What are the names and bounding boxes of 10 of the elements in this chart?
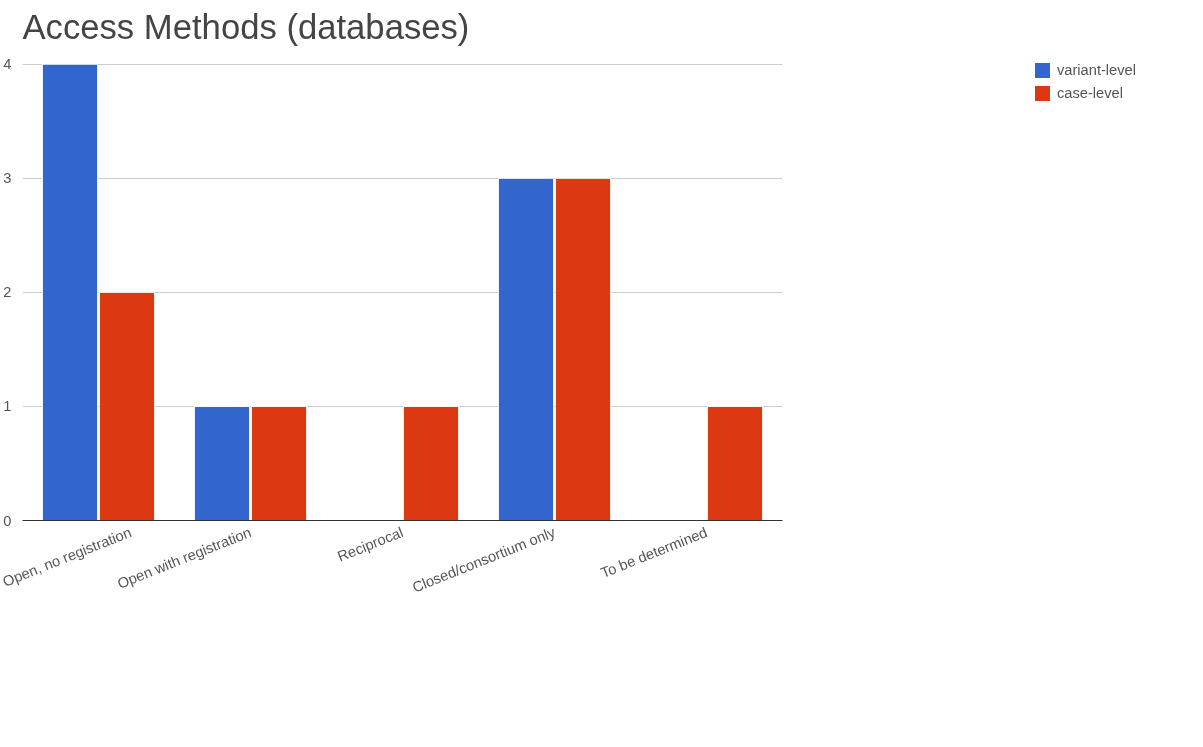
bar — [402, 405, 460, 521]
legend-label: case-level — [1056, 85, 1123, 101]
y-tick-label: 3 — [3, 170, 12, 187]
chart-title: Access Methods (databases) — [22, 7, 470, 46]
y-tick-label: 4 — [3, 56, 12, 73]
y-tick-label: 1 — [3, 398, 12, 415]
y-tick-label: 0 — [3, 512, 12, 529]
y-tick-label: 2 — [3, 284, 12, 301]
bar — [706, 405, 764, 521]
legend-label: variant-level — [1056, 62, 1137, 78]
